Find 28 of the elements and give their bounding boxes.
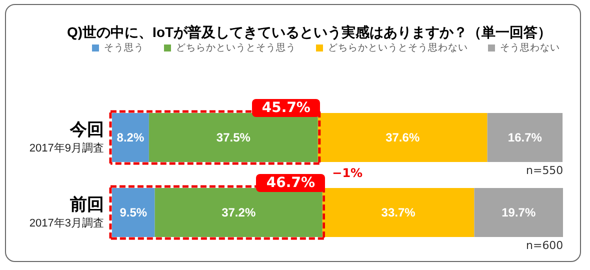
annotation: −1% [332,166,363,180]
data-label: 33.7% [381,206,416,220]
annotation: 46.7% [256,174,325,192]
bar [318,113,488,162]
y-tick-label: 前回 2017年3月調査 [29,195,104,230]
bar [487,113,563,162]
bar [148,113,318,162]
data-label: 37.5% [216,130,251,144]
annotation: n=550 [526,164,564,177]
annotation: 45.7% [252,99,320,117]
data-label: 19.7% [502,206,536,220]
bar [474,188,563,237]
bar [112,113,149,162]
data-label: 8.2% [116,130,144,144]
bar [322,188,474,237]
data-label: 16.7% [508,130,542,144]
bar [154,188,322,237]
legend-label: そう思う [104,42,144,54]
legend-label: どちらかというとそう思う [176,42,296,54]
annotation: n=600 [526,239,564,252]
data-label: 9.5% [120,206,148,220]
legend-label: どちらかというとそう思わない [328,42,468,54]
data-label: 37.2% [222,206,256,220]
data-label: 37.6% [386,130,420,144]
bar [112,188,155,237]
legend-label: そう思わない [500,42,560,54]
chart-title: Q)世の中に、IoTが普及してきているという実感はありますか？（単一回答） [67,24,552,41]
y-tick-label: 今回 2017年9月調査 [29,120,104,154]
